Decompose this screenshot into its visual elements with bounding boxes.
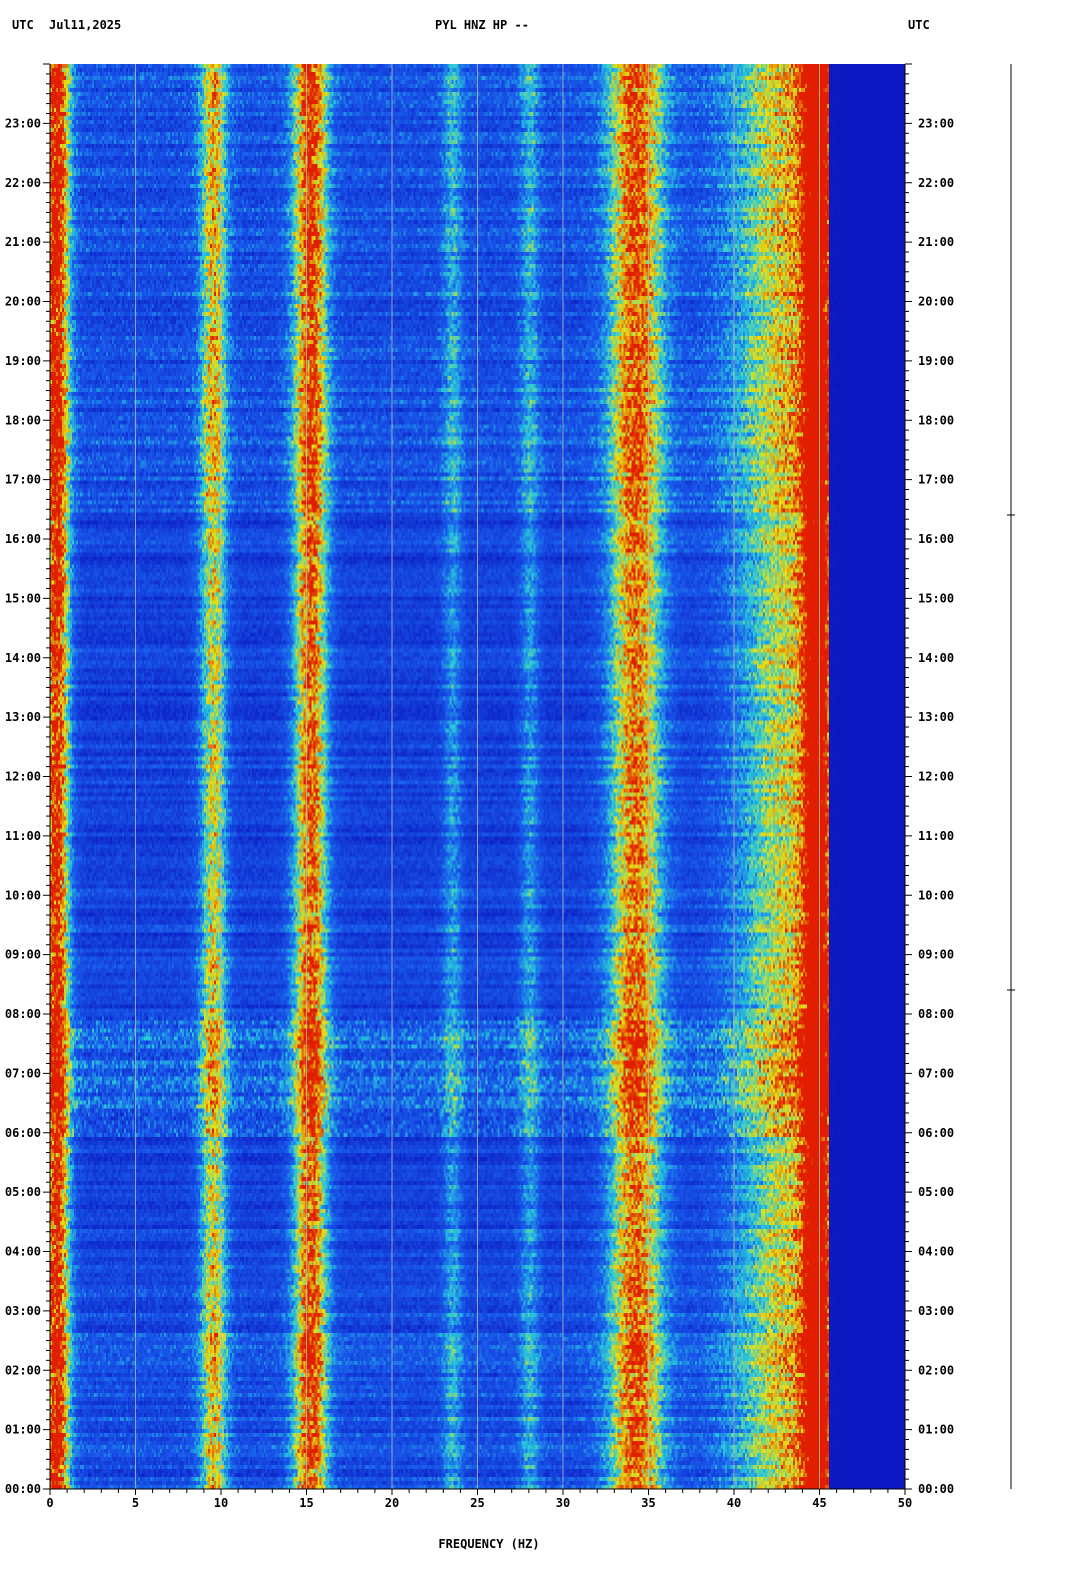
station-title: PYL HNZ HP -- bbox=[435, 18, 529, 32]
y-tick-label-right: 13:00 bbox=[918, 710, 954, 724]
x-tick-label: 25 bbox=[470, 1496, 484, 1510]
y-tick-label-right: 10:00 bbox=[918, 888, 954, 902]
y-tick-label-right: 01:00 bbox=[918, 1423, 954, 1437]
x-tick-label: 0 bbox=[46, 1496, 53, 1510]
x-tick-label: 40 bbox=[727, 1496, 741, 1510]
y-tick-label-left: 00:00 bbox=[5, 1482, 41, 1496]
y-tick-label-right: 03:00 bbox=[918, 1304, 954, 1318]
y-tick-label-right: 23:00 bbox=[918, 116, 954, 130]
y-tick-label-right: 00:00 bbox=[918, 1482, 954, 1496]
y-tick-label-left: 15:00 bbox=[5, 591, 41, 605]
y-tick-label-right: 16:00 bbox=[918, 532, 954, 546]
y-tick-label-right: 04:00 bbox=[918, 1245, 954, 1259]
y-tick-label-left: 03:00 bbox=[5, 1304, 41, 1318]
y-tick-label-left: 07:00 bbox=[5, 1066, 41, 1080]
y-tick-label-left: 11:00 bbox=[5, 829, 41, 843]
x-tick-label: 10 bbox=[214, 1496, 228, 1510]
y-tick-label-left: 01:00 bbox=[5, 1423, 41, 1437]
y-tick-label-right: 14:00 bbox=[918, 651, 954, 665]
x-tick-label: 20 bbox=[385, 1496, 399, 1510]
y-tick-label-left: 02:00 bbox=[5, 1363, 41, 1377]
y-tick-label-left: 13:00 bbox=[5, 710, 41, 724]
y-tick-label-left: 19:00 bbox=[5, 354, 41, 368]
y-tick-label-left: 21:00 bbox=[5, 235, 41, 249]
x-tick-label: 5 bbox=[132, 1496, 139, 1510]
x-tick-label: 50 bbox=[898, 1496, 912, 1510]
y-tick-label-right: 21:00 bbox=[918, 235, 954, 249]
y-tick-label-right: 22:00 bbox=[918, 176, 954, 190]
x-tick-label: 30 bbox=[556, 1496, 570, 1510]
y-tick-label-left: 12:00 bbox=[5, 770, 41, 784]
y-tick-label-left: 06:00 bbox=[5, 1126, 41, 1140]
y-tick-label-left: 09:00 bbox=[5, 948, 41, 962]
y-tick-label-right: 20:00 bbox=[918, 295, 954, 309]
y-tick-label-right: 17:00 bbox=[918, 473, 954, 487]
frequency-gridlines bbox=[135, 64, 820, 1489]
x-axis-label: FREQUENCY (HZ) bbox=[438, 1537, 539, 1551]
y-tick-label-left: 04:00 bbox=[5, 1245, 41, 1259]
chart-axes: 0 5 10 15 20 25 30 35 40 45 50 00:00 00:00 01:00 01:00… bbox=[5, 63, 1015, 1510]
y-tick-label-right: 05:00 bbox=[918, 1185, 954, 1199]
y-tick-label-left: 22:00 bbox=[5, 176, 41, 190]
y-tick-label-left: 23:00 bbox=[5, 116, 41, 130]
x-tick-label: 45 bbox=[812, 1496, 826, 1510]
y-tick-label-right: 19:00 bbox=[918, 354, 954, 368]
chart-date: Jul11,2025 bbox=[49, 18, 122, 32]
y-tick-label-right: 18:00 bbox=[918, 413, 954, 427]
y-tick-label-right: 09:00 bbox=[918, 948, 954, 962]
x-tick-label: 35 bbox=[641, 1496, 655, 1510]
right-timezone: UTC bbox=[908, 18, 930, 32]
left-timezone: UTC bbox=[12, 18, 34, 32]
y-tick-label-left: 05:00 bbox=[5, 1185, 41, 1199]
y-tick-label-right: 12:00 bbox=[918, 770, 954, 784]
y-tick-label-left: 10:00 bbox=[5, 888, 41, 902]
y-tick-label-left: 20:00 bbox=[5, 295, 41, 309]
y-tick-label-left: 18:00 bbox=[5, 413, 41, 427]
y-tick-label-right: 07:00 bbox=[918, 1066, 954, 1080]
y-tick-label-right: 06:00 bbox=[918, 1126, 954, 1140]
y-tick-label-right: 08:00 bbox=[918, 1007, 954, 1021]
y-tick-label-left: 17:00 bbox=[5, 473, 41, 487]
y-tick-label-right: 11:00 bbox=[918, 829, 954, 843]
x-tick-label: 15 bbox=[299, 1496, 313, 1510]
y-tick-label-left: 14:00 bbox=[5, 651, 41, 665]
y-tick-label-left: 16:00 bbox=[5, 532, 41, 546]
y-tick-label-left: 08:00 bbox=[5, 1007, 41, 1021]
y-tick-label-right: 02:00 bbox=[918, 1363, 954, 1377]
y-tick-label-right: 15:00 bbox=[918, 591, 954, 605]
